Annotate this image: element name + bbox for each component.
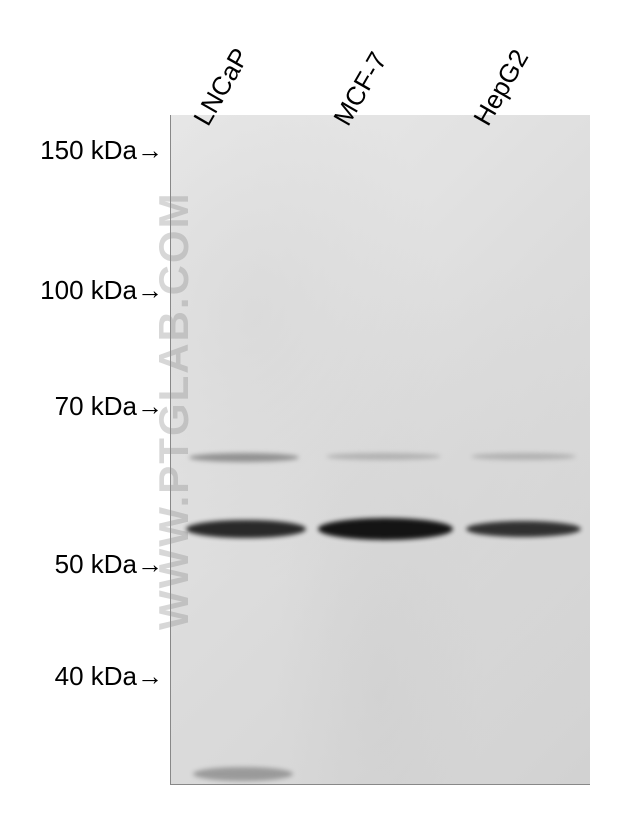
protein-band [186,520,306,538]
membrane-texture [171,115,590,784]
protein-band [466,521,581,537]
protein-band [189,453,299,462]
protein-band [193,767,293,781]
protein-band [471,453,576,460]
protein-band [326,453,441,460]
mw-marker-100: 100 kDa→ [8,275,163,306]
figure-container: LNCaP MCF-7 HepG2 150 kDa→ 100 kDa→ 70 k… [0,0,620,820]
mw-marker-40: 40 kDa→ [8,661,163,692]
mw-marker-70: 70 kDa→ [8,391,163,422]
mw-marker-150: 150 kDa→ [8,135,163,166]
western-blot-membrane [170,115,590,785]
protein-band [318,518,453,540]
mw-marker-50: 50 kDa→ [8,549,163,580]
